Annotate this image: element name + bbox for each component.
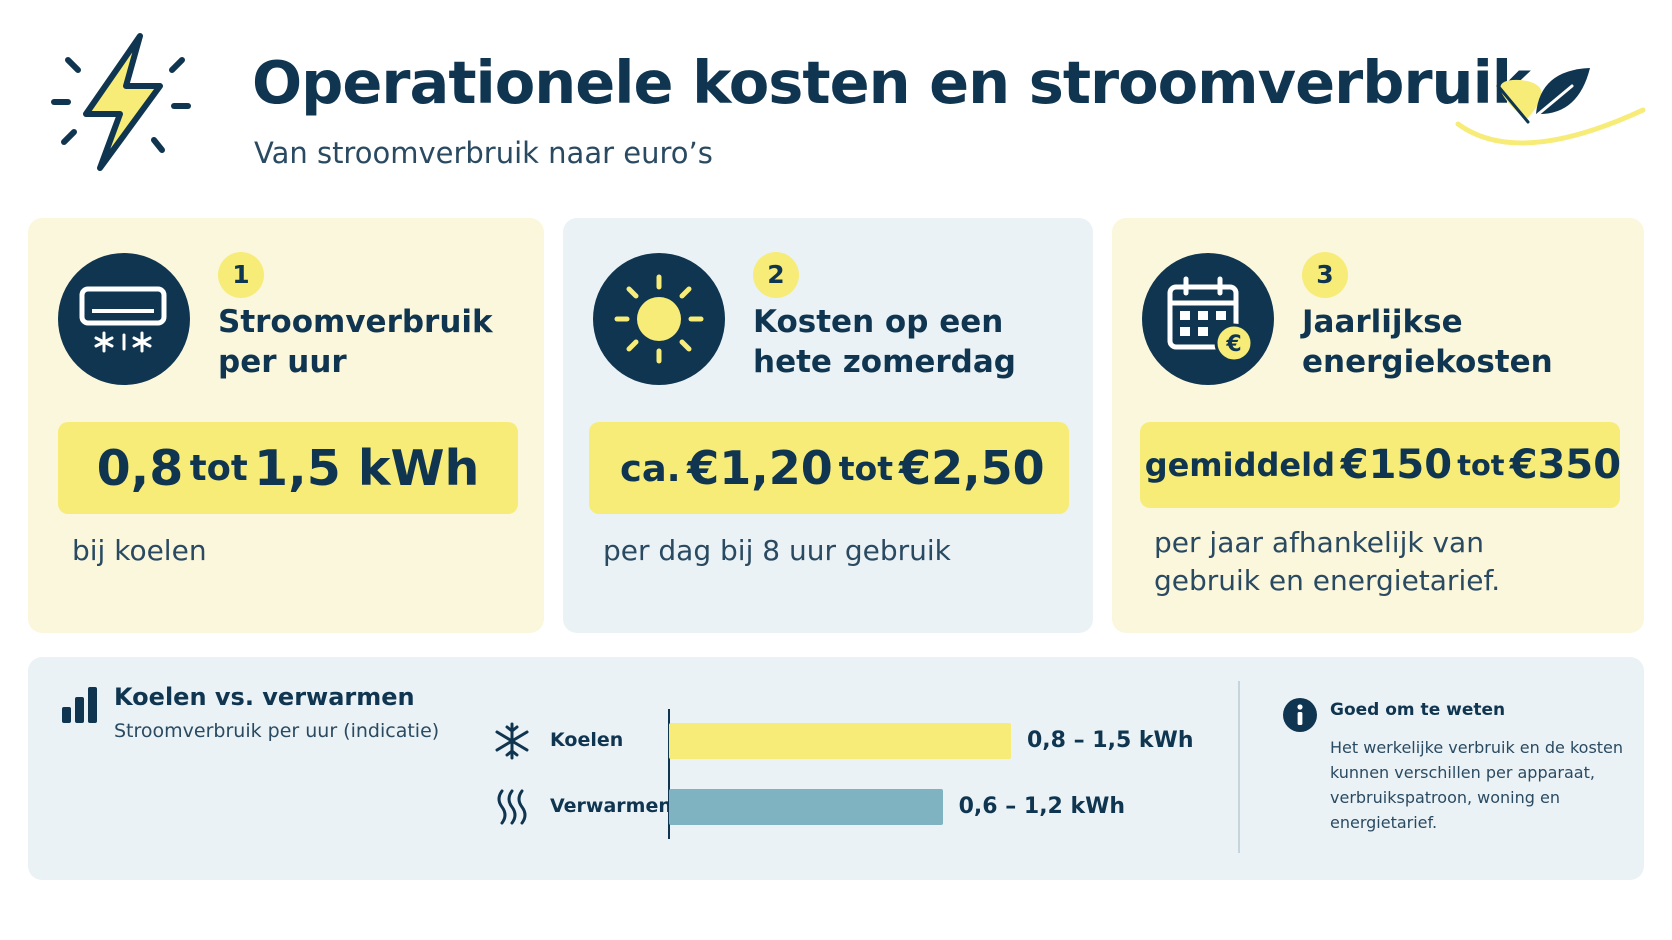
panel-divider — [1238, 681, 1240, 853]
comparison-panel: Koelen vs. verwarmen Stroomverbruik per … — [28, 657, 1644, 880]
value-highlight: 0,8 tot 1,5 kWh — [58, 422, 518, 514]
bar-value-label: 0,8 – 1,5 kWh — [1027, 728, 1194, 753]
sun-icon — [593, 253, 725, 385]
svg-text:€: € — [1225, 332, 1241, 357]
air-conditioner-icon — [58, 253, 190, 385]
bar-koelen — [669, 723, 1011, 759]
comparison-title: Koelen vs. verwarmen — [114, 683, 415, 711]
leaf-icon — [1455, 68, 1646, 146]
page-title: Operationele kosten en stroomverbruik — [252, 48, 1531, 117]
step-number-badge: 1 — [218, 252, 264, 298]
info-icon — [1283, 698, 1317, 732]
card-power-per-hour: 1 Stroomverbruik per uur 0,8 tot 1,5 kWh… — [28, 218, 544, 633]
chart-axis — [668, 709, 670, 839]
comparison-subtitle: Stroomverbruik per uur (indicatie) — [114, 720, 440, 742]
lightning-bolt-icon — [51, 33, 191, 171]
value-prefix: ca. — [620, 446, 681, 490]
card-heading: Kosten op een hete zomerdag — [753, 304, 1016, 380]
value-highlight: gemiddeld €150 tot €350 — [1140, 422, 1622, 508]
snowflake-icon — [492, 721, 532, 761]
value-connector: tot — [189, 447, 248, 489]
bar-chart-icon — [62, 687, 97, 723]
value-connector: tot — [1457, 448, 1505, 482]
bar-value-label: 0,6 – 1,2 kWh — [958, 794, 1126, 819]
bar-category-label: Koelen — [550, 729, 624, 751]
value-to: 1,5 kWh — [254, 439, 480, 497]
value-connector: tot — [838, 448, 894, 488]
step-number-badge: 2 — [753, 252, 799, 298]
bar-category-label: Verwarmen — [550, 795, 672, 817]
value-to: €2,50 — [899, 441, 1045, 495]
value-highlight: ca. €1,20 tot €2,50 — [589, 422, 1069, 514]
heat-waves-icon — [492, 787, 532, 827]
value-prefix: gemiddeld — [1144, 446, 1335, 484]
value-from: €1,20 — [687, 441, 833, 495]
card-heading: Stroomverbruik per uur — [218, 304, 493, 380]
info-text: Het werkelijke verbruik en de kosten kun… — [1330, 738, 1624, 832]
card-note: bij koelen — [72, 534, 207, 567]
page-subtitle: Van stroomverbruik naar euro’s — [254, 136, 713, 170]
card-note: per jaar afhankelijk van gebruik en ener… — [1154, 526, 1501, 597]
comparison-chart: Koelen 0,8 – 1,5 kWh Verwarmen 0,6 – 1,2 kW… — [458, 707, 1193, 857]
card-heading: Jaarlijkse energiekosten — [1302, 304, 1553, 380]
step-number-badge: 3 — [1302, 252, 1348, 298]
card-yearly-cost: € 3 Jaarlijkse energiekosten gemiddeld €… — [1112, 218, 1644, 633]
value-from: €150 — [1340, 442, 1453, 488]
info-title: Goed om te weten — [1330, 700, 1506, 720]
card-note: per dag bij 8 uur gebruik — [603, 534, 951, 567]
calendar-euro-icon: € — [1142, 253, 1274, 385]
card-hot-day-cost: 2 Kosten op een hete zomerdag ca. €1,20 … — [563, 218, 1093, 633]
bar-verwarmen — [669, 789, 943, 825]
value-from: 0,8 — [96, 439, 184, 497]
value-to: €350 — [1509, 442, 1622, 488]
